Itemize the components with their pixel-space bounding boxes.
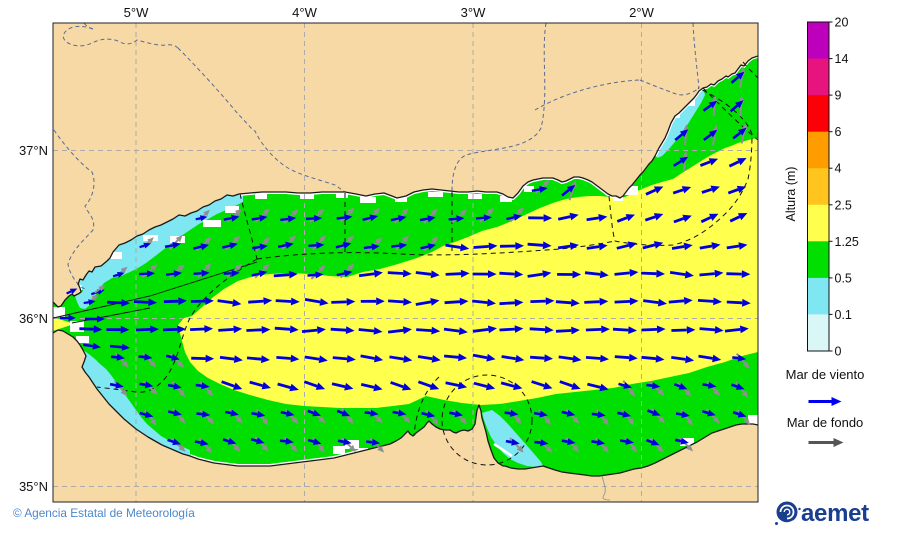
svg-text:0.5: 0.5 — [835, 271, 852, 285]
svg-text:3°W: 3°W — [461, 5, 486, 20]
svg-text:0: 0 — [835, 345, 842, 359]
svg-text:1.25: 1.25 — [835, 235, 859, 249]
svg-text:© Agencia Estatal de Meteorolo: © Agencia Estatal de Meteorología — [13, 506, 195, 520]
svg-text:4°W: 4°W — [292, 5, 317, 20]
svg-text:6: 6 — [835, 125, 842, 139]
svg-text:9: 9 — [835, 89, 842, 103]
svg-text:20: 20 — [835, 16, 849, 30]
svg-text:5°W: 5°W — [124, 5, 149, 20]
svg-text:35°N: 35°N — [19, 479, 48, 494]
svg-text:14: 14 — [835, 52, 849, 66]
svg-text:aemet: aemet — [801, 500, 869, 527]
svg-text:37°N: 37°N — [19, 143, 48, 158]
svg-text:0.1: 0.1 — [835, 308, 852, 322]
svg-text:2.5: 2.5 — [835, 198, 852, 212]
svg-text:Altura (m): Altura (m) — [784, 167, 798, 222]
svg-text:Mar de fondo: Mar de fondo — [787, 415, 864, 430]
svg-text:4: 4 — [835, 162, 842, 176]
svg-text:2°W: 2°W — [629, 5, 654, 20]
svg-text:36°N: 36°N — [19, 311, 48, 326]
svg-text:Mar de viento: Mar de viento — [786, 367, 865, 382]
